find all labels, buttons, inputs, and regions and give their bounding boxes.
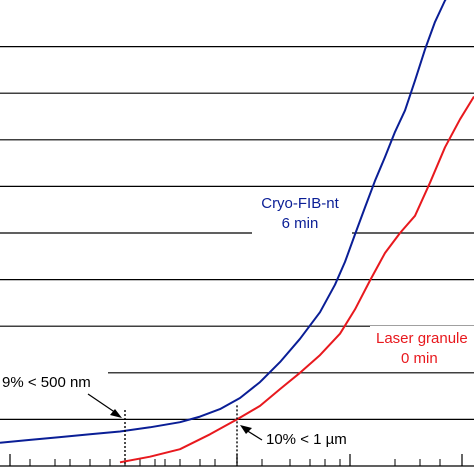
series-line-0 [0, 0, 447, 444]
annotation-arrow [87, 393, 122, 418]
annotation-1um: 10% < 1 µm [266, 431, 347, 448]
series-label-background [370, 326, 474, 370]
series-duration-cryo-fib-nt: 6 min [282, 215, 319, 232]
series-line-1 [119, 95, 474, 464]
threshold-markers [124, 405, 238, 466]
series-duration-laser-granule: 0 min [401, 350, 438, 367]
x-axis [0, 454, 474, 467]
annotation-background [0, 371, 108, 393]
series-lines [0, 0, 474, 464]
series-label-cryo-fib-nt: Cryo-FIB-nt [261, 195, 339, 212]
series-label-laser-granule: Laser granule [376, 330, 468, 347]
annotation-500nm: 9% < 500 nm [2, 374, 91, 391]
series-label-background [252, 190, 352, 234]
annotation-arrow [240, 425, 263, 441]
